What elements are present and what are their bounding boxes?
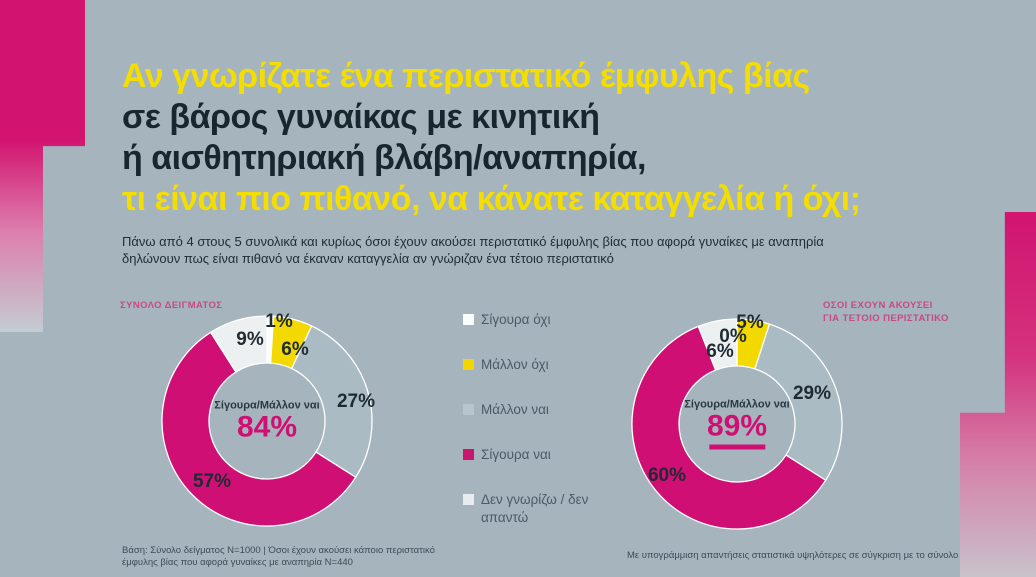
slice-percent-label: 6%: [706, 341, 734, 362]
donut-center-total-sample: Σίγουρα/Μάλλον ναι 84%: [214, 400, 319, 443]
donut-chart-heard-incident: Σίγουρα/Μάλλον ναι 89% 0% 5% 29% 60% 6%: [627, 312, 847, 534]
donut-svg: [631, 318, 843, 530]
legend-item-label: Σίγουρα ναι: [481, 447, 551, 462]
legend-item-sigoura-nai: Σίγουρα ναι: [463, 446, 611, 464]
legend-item-label: Μάλλον όχι: [481, 357, 549, 372]
right-chart-caption: ΟΣΟΙ ΕΧΟΥΝ ΑΚΟΥΣΕΙ ΓΙΑ ΤΕΤΟΙΟ ΠΕΡΙΣΤΑΤΙΚ…: [823, 299, 949, 325]
title-line-2: σε βάρος γυναίκας με κινητική: [122, 98, 600, 136]
slice-percent-label: 6%: [281, 339, 309, 360]
legend-item-label: Σίγουρα όχι: [481, 312, 551, 327]
footnote-base-sizes: Βάση: Σύνολο δείγματος N=1000 | Όσοι έχο…: [122, 545, 435, 568]
legend-item-mallon-oxi: Μάλλον όχι: [463, 356, 611, 374]
legend-item-sigoura-oxi: Σίγουρα όχι: [463, 311, 611, 329]
right-chart-caption-line-2: ΓΙΑ ΤΕΤΟΙΟ ΠΕΡΙΣΤΑΤΙΚΟ: [823, 313, 949, 324]
donut-center-value: 84%: [236, 410, 298, 444]
legend-item-label: Δεν γνωρίζω / δεν απαντώ: [481, 492, 589, 525]
donut-center-label: Σίγουρα/Μάλλον ναι: [214, 399, 320, 412]
legend-item-mallon-nai: Μάλλον ναι: [463, 401, 611, 419]
donut-center-heard-incident: Σίγουρα/Μάλλον ναι 89%: [684, 398, 790, 450]
legend-swatch-bluegray: [463, 404, 474, 415]
donut-slice-2: [291, 325, 373, 478]
slice-percent-label: 5%: [736, 312, 764, 333]
donut-slice-4: [697, 318, 738, 371]
donut-chart-total-sample: Σίγουρα/Μάλλον ναι 84% 1% 6% 27% 57% 9%: [157, 311, 377, 531]
slice-percent-label: 60%: [647, 465, 687, 486]
slice-percent-label: 0%: [719, 326, 747, 347]
title-line-1: Αν γνωρίζατε ένα περιστατικό έμφυλης βία…: [122, 57, 810, 95]
title-line-3: ή αισθητηριακή βλάβη/αναπηρία,: [122, 139, 646, 177]
right-chart-caption-line-1: ΟΣΟΙ ΕΧΟΥΝ ΑΚΟΥΣΕΙ: [823, 300, 933, 311]
legend-swatch-yellow: [463, 359, 474, 370]
page-title: Αν γνωρίζατε ένα περιστατικό έμφυλης βία…: [122, 56, 861, 220]
donut-svg: [161, 315, 373, 527]
legend-swatch-white: [463, 314, 474, 325]
left-chart-caption: ΣΥΝΟΛΟ ΔΕΙΓΜΑΤΟΣ: [120, 300, 223, 311]
donut-slice-4: [210, 315, 268, 373]
donut-center-label: Σίγουρα/Μάλλον ναι: [684, 398, 790, 411]
decorative-left-shape: [0, 0, 85, 332]
slice-percent-label: 57%: [192, 471, 232, 492]
footnote-underline-note: Με υπογράμμιση απαντήσεις στατιστικά υψη…: [627, 550, 959, 561]
donut-center-value: 89%: [706, 409, 768, 443]
legend-item-den-gnorizo: Δεν γνωρίζω / δεν απαντώ: [463, 491, 611, 527]
slice-percent-label: 29%: [792, 383, 832, 404]
decorative-right-shape: [960, 212, 1036, 577]
legend: Σίγουρα όχι Μάλλον όχι Μάλλον ναι Σίγουρ…: [463, 311, 611, 554]
title-line-4: τι είναι πιο πιθανό, να κάνατε καταγγελί…: [122, 180, 861, 218]
slice-percent-label: 1%: [265, 311, 293, 332]
subtitle: Πάνω από 4 στους 5 συνολικά και κυρίως ό…: [122, 234, 824, 266]
donut-slice-3: [631, 325, 827, 530]
legend-swatch-lightgray: [463, 494, 474, 505]
donut-slice-3: [161, 331, 357, 527]
donut-slice-2: [754, 323, 843, 481]
slice-percent-label: 9%: [236, 329, 264, 350]
legend-item-label: Μάλλον ναι: [481, 402, 549, 417]
legend-swatch-magenta: [463, 449, 474, 460]
slice-percent-label: 27%: [336, 391, 376, 412]
statistical-significance-underline: [708, 444, 765, 450]
